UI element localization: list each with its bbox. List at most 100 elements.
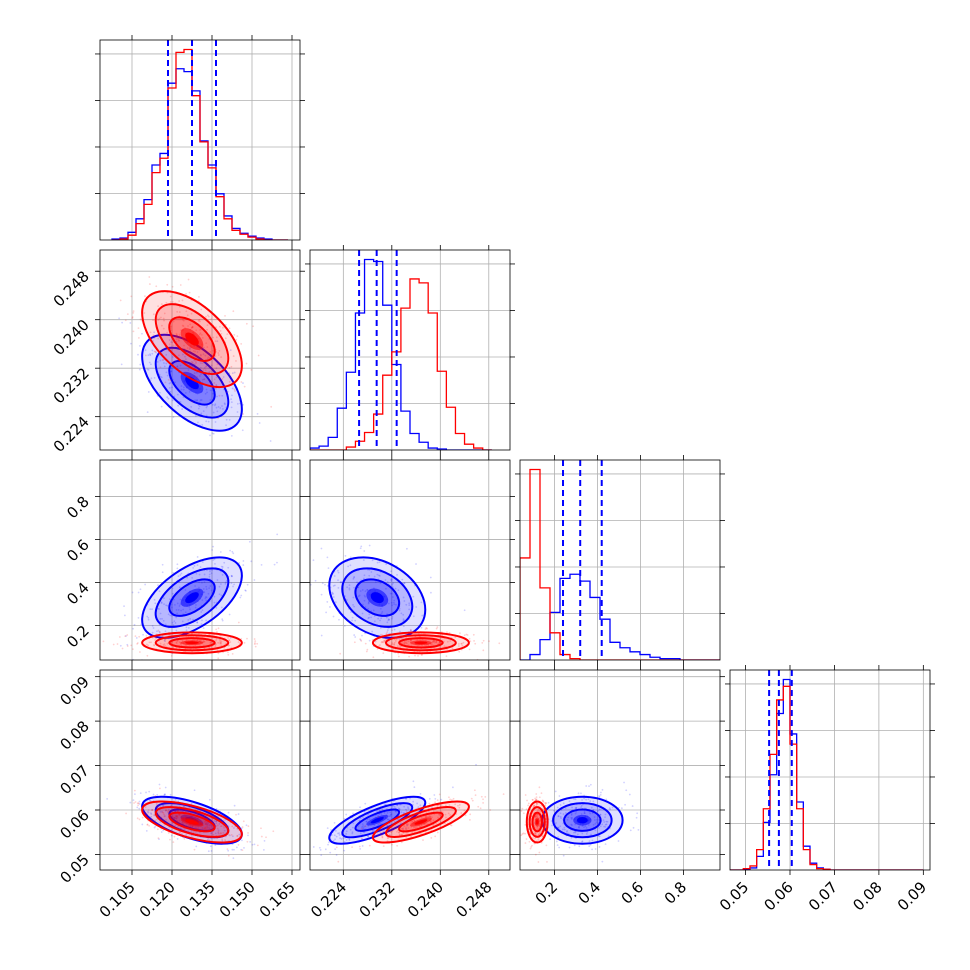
scatter-point	[473, 789, 476, 792]
scatter-point	[164, 623, 167, 626]
axes-frame	[729, 669, 931, 871]
scatter-point	[171, 592, 174, 595]
scatter-point	[153, 350, 156, 353]
hist-series-1	[111, 68, 288, 240]
scatter-point	[379, 607, 382, 610]
scatter-point	[237, 813, 240, 815]
scatter-point	[351, 616, 354, 619]
scatter-point	[169, 614, 172, 617]
scatter-point	[522, 812, 525, 815]
scatter-point	[566, 829, 569, 832]
scatter-point	[219, 641, 222, 643]
scatter-point	[348, 588, 351, 591]
scatter-point	[409, 639, 412, 642]
scatter-point	[201, 561, 204, 563]
scatter-point	[470, 797, 473, 800]
scatter-point	[544, 802, 547, 805]
scatter-point	[145, 643, 148, 646]
scatter-point	[405, 826, 407, 829]
scatter-point	[148, 824, 151, 827]
scatter-point	[457, 804, 459, 807]
scatter-point	[402, 625, 405, 628]
scatter-point	[538, 851, 541, 854]
scatter-point	[167, 378, 170, 381]
scatter-point	[388, 618, 391, 621]
scatter-point	[629, 829, 632, 832]
scatter-point	[289, 847, 291, 849]
scatter-point	[251, 843, 254, 846]
scatter-point	[595, 819, 598, 821]
scatter-point	[439, 642, 442, 644]
scatter-point	[380, 813, 383, 816]
scatter-point	[194, 816, 197, 819]
scatter-point	[628, 793, 631, 796]
scatter-point	[609, 808, 612, 811]
scatter-point	[219, 825, 222, 828]
scatter-point	[352, 596, 355, 599]
scatter-point	[185, 639, 188, 641]
scatter-point	[197, 319, 200, 322]
scatter-point	[198, 581, 201, 584]
hist-series-2	[112, 48, 288, 240]
scatter-point	[632, 826, 635, 829]
scatter-point	[377, 823, 380, 826]
scatter-point	[205, 822, 208, 825]
scatter-point	[390, 831, 393, 833]
scatter-point	[595, 821, 598, 824]
scatter-point	[153, 644, 155, 646]
scatter-point	[146, 368, 149, 371]
scatter-point	[538, 825, 541, 828]
scatter-point	[215, 376, 218, 379]
scatter-point	[599, 793, 602, 796]
scatter-point	[537, 838, 540, 841]
scatter-point	[195, 812, 198, 815]
scatter-point	[479, 807, 482, 810]
scatter-point	[154, 602, 157, 605]
scatter-point	[211, 549, 214, 551]
scatter-point	[204, 820, 207, 823]
scatter-point	[335, 854, 338, 856]
scatter-point	[559, 825, 562, 828]
scatter-point	[158, 391, 161, 394]
scatter-point	[151, 808, 154, 811]
scatter-point	[221, 378, 224, 380]
scatter-point	[601, 788, 604, 791]
scatter-point	[403, 825, 406, 828]
scatter-point	[585, 798, 587, 801]
scatter-point	[159, 359, 162, 362]
scatter-point	[405, 641, 407, 644]
scatter-point	[417, 806, 420, 809]
scatter-point	[204, 823, 207, 825]
scatter-point	[236, 411, 239, 413]
x-tick-label: 0.120	[136, 878, 179, 921]
scatter-point	[368, 818, 371, 821]
scatter-point	[242, 560, 245, 562]
scatter-point	[172, 416, 175, 418]
scatter-point	[137, 804, 140, 807]
scatter-point	[598, 795, 600, 797]
scatter-point	[245, 322, 248, 325]
scatter-point	[601, 860, 604, 863]
scatter-point	[200, 639, 203, 641]
scatter-point	[438, 641, 441, 643]
scatter-point	[161, 811, 164, 814]
scatter-point	[386, 621, 389, 624]
scatter-point	[220, 606, 223, 609]
scatter-point	[170, 606, 173, 609]
scatter-point	[388, 833, 391, 836]
scatter-point	[126, 643, 129, 646]
scatter-point	[384, 803, 386, 806]
scatter-point	[163, 597, 165, 600]
scatter-point	[405, 603, 408, 606]
scatter-point	[460, 812, 463, 814]
scatter-point	[436, 805, 439, 807]
contour-line	[154, 806, 230, 838]
scatter-point	[189, 814, 192, 817]
scatter-point	[166, 331, 169, 334]
scatter-point	[366, 589, 369, 591]
scatter-point	[359, 817, 362, 820]
scatter-point	[176, 815, 178, 818]
scatter-point	[228, 419, 231, 421]
scatter-point	[359, 806, 361, 809]
scatter-point	[584, 825, 587, 828]
